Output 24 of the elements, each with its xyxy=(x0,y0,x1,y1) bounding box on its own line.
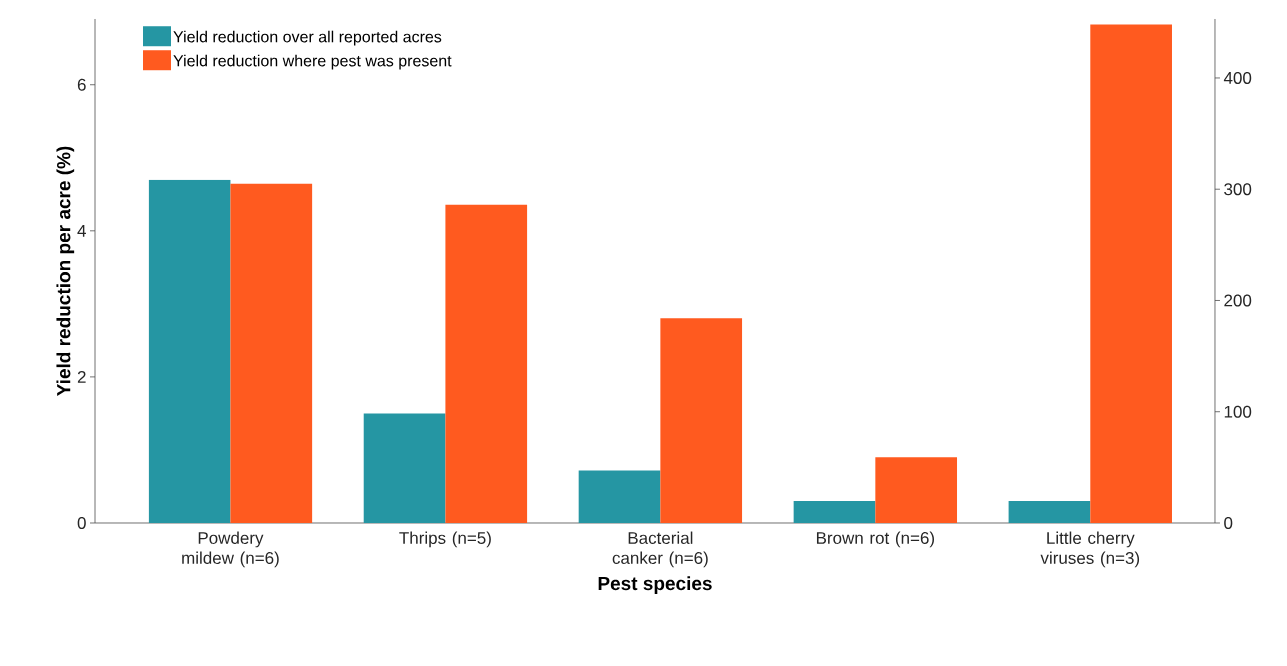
y-tick-label: 0 xyxy=(77,516,86,530)
x-tick-label: Bacterial canker (n=6) xyxy=(612,531,708,568)
y-tick-label: 4 xyxy=(77,224,86,237)
x-tick-label: Little cherry viruses (n=3) xyxy=(1040,531,1140,568)
bar xyxy=(875,457,958,523)
bar xyxy=(660,318,743,523)
x-axis-title: Pest species xyxy=(598,576,712,594)
bar xyxy=(1090,24,1172,523)
y2-tick-label: 400 xyxy=(1223,71,1252,84)
bar xyxy=(1008,501,1091,523)
x-tick-label: Brown rot (n=6) xyxy=(816,531,935,548)
bar xyxy=(445,204,528,523)
bar xyxy=(578,470,661,523)
legend-label: Yield reduction over all reported acres xyxy=(173,30,442,46)
y2-tick-label: 0 xyxy=(1224,516,1233,530)
y2-tick-label: 200 xyxy=(1224,294,1252,307)
y-axis-title: Yield reduction per acre (%) xyxy=(56,146,75,396)
y-tick-label: 2 xyxy=(77,370,86,383)
x-tick-label: Thrips (n=5) xyxy=(399,531,491,548)
y-tick-label: 6 xyxy=(77,78,86,91)
x-tick-label: Powdery mildew (n=6) xyxy=(182,531,279,568)
legend-label: Yield reduction where pest was present xyxy=(173,54,452,70)
y2-tick-label: 300 xyxy=(1224,183,1252,196)
y2-tick-label: 100 xyxy=(1224,405,1252,418)
